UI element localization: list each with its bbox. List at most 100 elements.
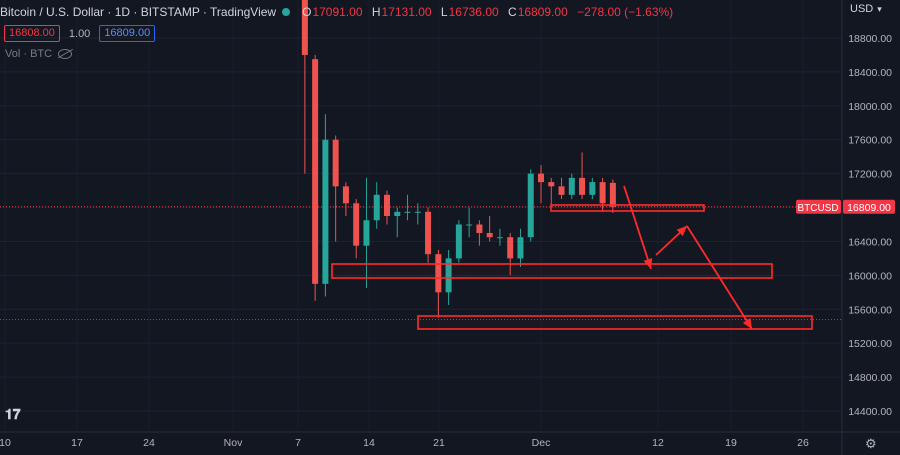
chevron-down-icon: ▾ — [877, 3, 882, 14]
candle[interactable] — [589, 177, 596, 200]
candle[interactable] — [466, 207, 473, 238]
price-tick-label: 16400.00 — [848, 236, 892, 248]
candle[interactable] — [404, 194, 411, 221]
time-tick-label: 10 — [0, 437, 11, 449]
svg-text:16809.00: 16809.00 — [847, 202, 891, 214]
candle-body — [363, 220, 370, 246]
candle-body — [517, 237, 524, 259]
close-value: 16809.00 — [517, 5, 568, 19]
time-tick-label: 14 — [363, 437, 375, 449]
time-tick-label: 26 — [797, 437, 809, 449]
candle[interactable] — [322, 114, 329, 297]
candle[interactable] — [517, 228, 524, 267]
change-value: −278.00 (−1.63%) — [577, 5, 674, 19]
candle[interactable] — [384, 190, 390, 225]
volume-legend[interactable]: Vol · BTC — [5, 48, 73, 60]
candle[interactable] — [414, 203, 421, 225]
candle[interactable] — [599, 177, 606, 212]
candle-body — [609, 182, 616, 207]
candle-body — [332, 139, 339, 187]
candle[interactable] — [363, 177, 370, 289]
candle-body — [301, 0, 308, 55]
time-tick-label: Dec — [532, 437, 551, 449]
candle[interactable] — [373, 182, 380, 229]
candle[interactable] — [332, 135, 339, 242]
volume-label: Vol · BTC — [5, 48, 53, 60]
candle[interactable] — [507, 232, 514, 276]
time-tick-label: 21 — [433, 437, 445, 449]
candle[interactable] — [476, 220, 483, 246]
sell-button[interactable]: 16808.00 — [4, 25, 60, 42]
price-tick-label: 18400.00 — [848, 67, 892, 79]
price-tick-label: 16000.00 — [848, 270, 892, 282]
candle-body — [527, 173, 534, 238]
candle[interactable] — [558, 177, 565, 200]
low-value: 16736.00 — [448, 5, 499, 19]
candle-body — [384, 194, 390, 217]
candle-body — [394, 211, 401, 217]
low-key: L — [440, 5, 448, 19]
candle[interactable] — [609, 179, 616, 213]
candle[interactable] — [312, 54, 319, 301]
candle-body — [538, 173, 544, 183]
candle-body — [476, 224, 483, 233]
price-tick-label: 17200.00 — [848, 169, 892, 181]
symbol-title[interactable]: Bitcoin / U.S. Dollar · 1D · BITSTAMP · … — [0, 5, 277, 19]
close-key: C — [508, 5, 517, 19]
time-tick-label: 24 — [143, 437, 155, 449]
candle[interactable] — [342, 182, 349, 217]
currency-label: USD — [850, 3, 874, 15]
svg-text:BTCUSD: BTCUSD — [797, 203, 838, 214]
candle[interactable] — [435, 249, 442, 318]
candle[interactable] — [486, 216, 493, 242]
candle-body — [312, 59, 319, 284]
time-tick-label: 19 — [725, 437, 737, 449]
candle-body — [589, 182, 596, 195]
candle-body — [414, 211, 421, 213]
arrow-drawing[interactable] — [623, 185, 653, 270]
arrow-drawing[interactable] — [655, 225, 688, 256]
candle[interactable] — [496, 228, 503, 246]
time-tick-label: 7 — [295, 437, 301, 449]
candle-body — [507, 237, 514, 259]
open-value: 17091.00 — [312, 5, 363, 19]
zone-rectangle[interactable] — [550, 204, 705, 212]
market-status-icon — [282, 8, 291, 16]
candle-body — [342, 186, 349, 204]
candle-body — [445, 258, 452, 293]
zone-rectangle[interactable] — [417, 315, 813, 330]
time-tick-label: Nov — [224, 437, 243, 449]
trade-panel: 16808.00 1.00 16809.00 — [4, 25, 156, 42]
price-tick-label: 14800.00 — [848, 372, 892, 384]
candle-body — [435, 254, 442, 293]
hide-eye-icon[interactable] — [58, 49, 73, 59]
candle-body — [353, 203, 360, 246]
candle[interactable] — [527, 169, 534, 242]
candle[interactable] — [455, 220, 462, 263]
candle[interactable] — [353, 199, 360, 259]
high-value: 17131.00 — [381, 5, 432, 19]
symbol-price-tag: BTCUSD — [796, 199, 841, 214]
arrow-drawing[interactable] — [686, 225, 753, 330]
candle[interactable] — [301, 0, 308, 174]
buy-button[interactable]: 16809.00 — [99, 25, 156, 42]
candle[interactable] — [568, 173, 575, 200]
time-axis: 10 17 24 Nov 7 14 21 Dec 12 19 26 — [0, 437, 809, 449]
candles — [301, 0, 616, 318]
high-key: H — [371, 5, 381, 19]
candle-body — [558, 186, 565, 195]
price-tick-label: 18800.00 — [848, 33, 892, 45]
gear-icon[interactable]: ⚙ — [865, 436, 877, 451]
candle[interactable] — [548, 177, 555, 208]
open-key: O — [302, 5, 312, 19]
candle[interactable] — [425, 207, 432, 263]
currency-selector[interactable]: USD ▾ — [850, 3, 882, 15]
candle[interactable] — [538, 165, 544, 204]
tradingview-logo-icon[interactable]: 𝟏𝟕 — [5, 406, 21, 422]
candle[interactable] — [579, 152, 586, 200]
candle-body — [455, 224, 462, 259]
zone-rectangle[interactable] — [331, 263, 773, 279]
candle[interactable] — [394, 207, 401, 238]
